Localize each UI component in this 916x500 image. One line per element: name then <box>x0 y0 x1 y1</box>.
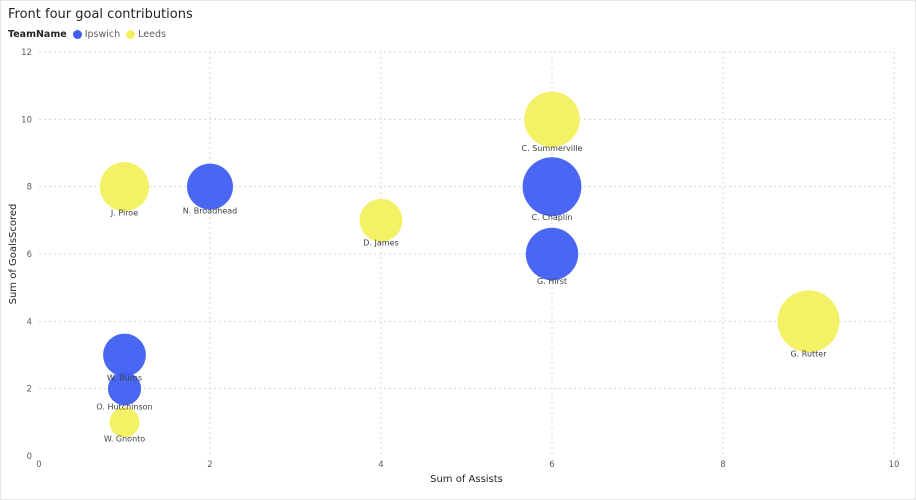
y-tick-label: 0 <box>27 452 32 462</box>
x-tick-label: 2 <box>207 460 212 470</box>
x-tick-label: 8 <box>720 460 725 470</box>
point-label-w-burns: W. Burns <box>107 373 142 382</box>
x-tick-label: 6 <box>549 460 554 470</box>
point-label-c-summerville: C. Summerville <box>522 144 583 153</box>
legend-item-ipswich[interactable]: Ipswich <box>72 29 121 40</box>
x-tick-label: 10 <box>889 460 900 470</box>
y-tick-label: 4 <box>27 317 32 327</box>
y-tick-label: 12 <box>21 48 32 58</box>
legend: TeamName Ipswich Leeds <box>8 29 172 40</box>
x-tick-label: 4 <box>378 460 383 470</box>
y-tick-label: 8 <box>27 183 32 193</box>
tick-labels: 0 2 4 6 8 10 12 0 2 4 6 8 10 <box>21 48 899 470</box>
bubble-n-broadhead[interactable] <box>187 163 233 210</box>
y-tick-label: 6 <box>27 250 32 260</box>
point-label-o-hutchinson: O. Hutchinson <box>96 402 152 411</box>
y-tick-label: 10 <box>21 115 32 125</box>
x-axis-label: Sum of Assists <box>430 474 503 485</box>
y-tick-label: 2 <box>27 385 32 395</box>
bubble-g-rutter[interactable] <box>777 290 840 353</box>
point-labels: G. Rutter C. Chaplin C. Summerville G. Hirs… <box>96 144 827 443</box>
point-label-j-piroe: J. Piroe <box>110 208 138 217</box>
point-label-w-gnonto: W. Gnonto <box>104 434 145 443</box>
gridlines <box>39 51 895 456</box>
y-axis-label: Sum of GoalsScored <box>8 204 19 305</box>
bubbles <box>99 91 840 438</box>
x-tick-label: 0 <box>36 460 41 470</box>
legend-label-leeds: Leeds <box>138 29 166 40</box>
bubble-c-summerville[interactable] <box>524 91 580 148</box>
bubble-w-gnonto[interactable] <box>109 407 140 438</box>
legend-item-leeds[interactable]: Leeds <box>126 29 166 40</box>
point-label-d-james: D. James <box>363 239 398 248</box>
point-label-n-broadhead: N. Broadhead <box>183 207 238 216</box>
legend-title: TeamName <box>8 29 67 40</box>
bubble-d-james[interactable] <box>359 198 403 242</box>
point-label-g-rutter: G. Rutter <box>790 349 827 358</box>
bubble-j-piroe[interactable] <box>99 162 150 212</box>
bubble-w-burns[interactable] <box>103 333 146 377</box>
point-label-c-chaplin: C. Chaplin <box>532 213 573 222</box>
bubble-o-hutchinson[interactable] <box>107 372 142 406</box>
chart-title: Front four goal contributions <box>8 7 193 22</box>
legend-label-ipswich: Ipswich <box>84 29 121 40</box>
legend-dot-icon-ipswich <box>72 30 82 39</box>
legend-dot-icon-leeds <box>126 30 136 39</box>
bubble-g-hirst[interactable] <box>525 227 579 281</box>
bubble-c-chaplin[interactable] <box>522 157 582 217</box>
point-label-g-hirst: G. Hirst <box>537 277 567 286</box>
